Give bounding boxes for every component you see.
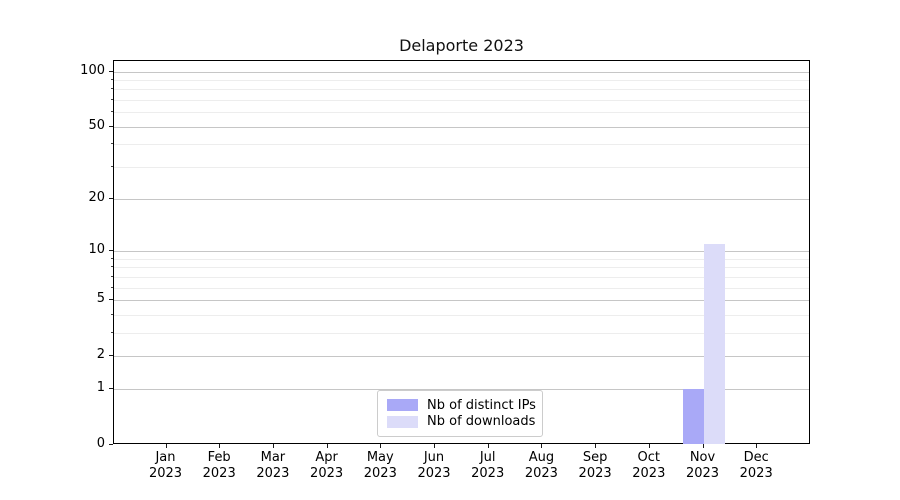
y-axis-tick-label: 2 [96, 347, 105, 363]
x-axis-tick-label: Dec 2023 [739, 450, 773, 481]
y-axis-tick-mark [109, 70, 113, 72]
y-axis-tick-mark [109, 355, 113, 357]
x-axis-tick-mark [756, 444, 758, 448]
y-axis-minor-tick-mark [111, 331, 113, 333]
grid-line-minor [114, 332, 809, 334]
legend-row-downloads: Nb of downloads [387, 414, 536, 431]
x-axis-tick-label: May 2023 [363, 450, 397, 481]
chart-title: Delaporte 2023 [399, 36, 524, 55]
y-axis-minor-tick-mark [111, 275, 113, 277]
grid-line-minor [114, 112, 809, 114]
y-axis-tick-mark [109, 298, 113, 300]
x-axis-tick-label: Jan 2023 [148, 450, 183, 481]
x-axis-tick-label: Apr 2023 [310, 450, 344, 481]
x-axis-tick-mark [648, 444, 650, 448]
y-axis-minor-tick-mark [111, 257, 113, 259]
grid-line-minor [114, 267, 809, 269]
y-axis-tick-label: 10 [88, 241, 105, 257]
x-axis-tick-label: Sep 2023 [578, 450, 612, 481]
x-axis-tick-label: Oct 2023 [632, 450, 666, 481]
y-axis-tick-label: 50 [88, 117, 105, 133]
grid-line-major [114, 250, 809, 252]
y-axis-minor-tick-mark [111, 88, 113, 90]
legend-swatch-distinct-ips [387, 399, 418, 412]
x-axis-tick-mark [165, 444, 167, 448]
plot-area [113, 60, 810, 444]
y-axis-minor-tick-mark [111, 111, 113, 113]
x-axis-tick-label: Nov 2023 [685, 450, 720, 481]
grid-line-minor [114, 314, 809, 316]
grid-line-major [114, 198, 809, 200]
x-axis-tick-mark [326, 444, 328, 448]
y-axis-minor-tick-mark [111, 99, 113, 101]
legend-row-distinct-ips: Nb of distinct IPs [387, 397, 536, 414]
x-axis-tick-label: Jun 2023 [417, 450, 451, 481]
y-axis-tick-mark [109, 249, 113, 251]
y-axis-minor-tick-mark [111, 266, 113, 268]
y-axis-minor-tick-mark [111, 313, 113, 315]
y-axis-tick-mark [109, 387, 113, 389]
legend-label-distinct-ips: Nb of distinct IPs [427, 397, 536, 413]
grid-line-minor [114, 258, 809, 260]
x-axis-tick-mark [380, 444, 382, 448]
y-axis-tick-label: 1 [96, 379, 105, 395]
x-axis-tick-mark [595, 444, 597, 448]
y-axis-minor-tick-mark [111, 78, 113, 80]
legend-label-downloads: Nb of downloads [427, 414, 536, 430]
grid-line-major [114, 356, 809, 358]
bar-downloads [703, 243, 725, 444]
x-axis-tick-mark [272, 444, 274, 448]
grid-line-major [114, 71, 809, 73]
y-axis-tick-label: 5 [96, 290, 105, 306]
legend: Nb of distinct IPs Nb of downloads [377, 390, 543, 437]
grid-line-minor [114, 79, 809, 81]
y-axis-tick-mark [109, 444, 113, 445]
grid-line-minor [114, 144, 809, 146]
y-axis-tick-label: 0 [96, 436, 105, 451]
legend-swatch-downloads [387, 415, 418, 428]
x-axis-tick-mark [219, 444, 221, 448]
x-axis-tick-label: Aug 2023 [524, 450, 558, 481]
bar-distinct-ips [682, 388, 704, 444]
y-axis-tick-label: 100 [80, 62, 105, 78]
x-axis-tick-mark [434, 444, 435, 448]
grid-line-major [114, 126, 809, 128]
y-axis-tick-mark [109, 197, 113, 199]
grid-line-minor [114, 100, 809, 102]
y-axis-tick-label: 20 [88, 189, 105, 205]
grid-line-minor [114, 89, 809, 91]
x-axis-tick-label: Jul 2023 [471, 450, 505, 481]
x-axis-tick-mark [541, 444, 543, 448]
x-axis-tick-mark [702, 444, 704, 448]
grid-line-major [114, 388, 809, 390]
y-axis-minor-tick-mark [111, 286, 113, 288]
grid-line-major [114, 299, 809, 301]
grid-line-minor [114, 287, 809, 289]
y-axis-minor-tick-mark [111, 143, 113, 145]
grid-line-minor [114, 167, 809, 169]
grid-line-minor [114, 276, 809, 278]
y-axis-tick-mark [109, 125, 113, 127]
x-axis-tick-label: Mar 2023 [256, 450, 290, 481]
x-axis-tick-mark [487, 444, 489, 448]
x-axis-tick-label: Feb 2023 [202, 450, 236, 481]
y-axis-minor-tick-mark [111, 166, 113, 168]
